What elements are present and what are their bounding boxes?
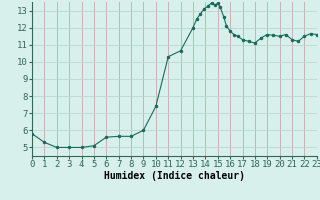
X-axis label: Humidex (Indice chaleur): Humidex (Indice chaleur) (104, 171, 245, 181)
